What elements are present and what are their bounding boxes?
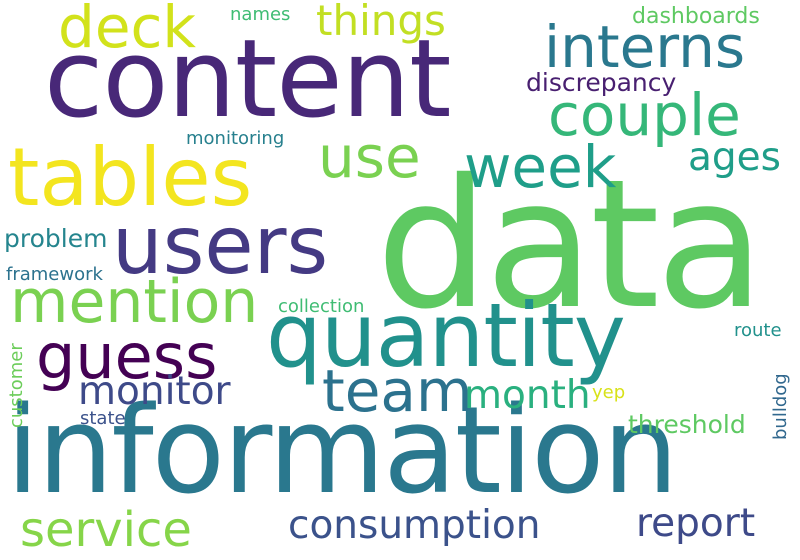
word-guess: guess	[36, 320, 218, 393]
word-mention: mention	[10, 267, 259, 337]
word-collection: collection	[278, 296, 365, 317]
word-tables: tables	[8, 131, 253, 224]
word-service: service	[20, 502, 192, 558]
word-couple: couple	[548, 81, 741, 149]
word-interns: interns	[544, 13, 746, 81]
word-team: team	[322, 357, 473, 425]
word-ages: ages	[688, 135, 781, 180]
word-problem: problem	[4, 224, 108, 253]
word-discrepancy: discrepancy	[526, 68, 677, 97]
word-yep: yep	[592, 382, 626, 403]
word-route: route	[734, 320, 782, 341]
word-customer: customer	[6, 343, 27, 428]
word-names: names	[230, 4, 291, 25]
word-monitor: monitor	[78, 369, 231, 414]
word-things: things	[316, 0, 446, 45]
word-dashboards: dashboards	[632, 4, 760, 29]
word-data: data	[376, 141, 765, 348]
word-monitoring: monitoring	[186, 128, 285, 149]
word-framework: framework	[6, 264, 103, 285]
word-state: state	[80, 408, 126, 429]
word-report: report	[636, 501, 756, 546]
word-use: use	[318, 123, 421, 191]
word-month: month	[464, 373, 591, 418]
word-content: content	[44, 17, 451, 142]
word-users: users	[112, 199, 329, 292]
word-week: week	[464, 133, 617, 201]
word-bulldog: bulldog	[770, 373, 791, 440]
word-consumption: consumption	[288, 503, 541, 548]
word-deck: deck	[58, 0, 196, 61]
word-quantity: quantity	[266, 284, 626, 387]
word-threshold: threshold	[628, 410, 746, 439]
word-information: information	[6, 382, 679, 521]
